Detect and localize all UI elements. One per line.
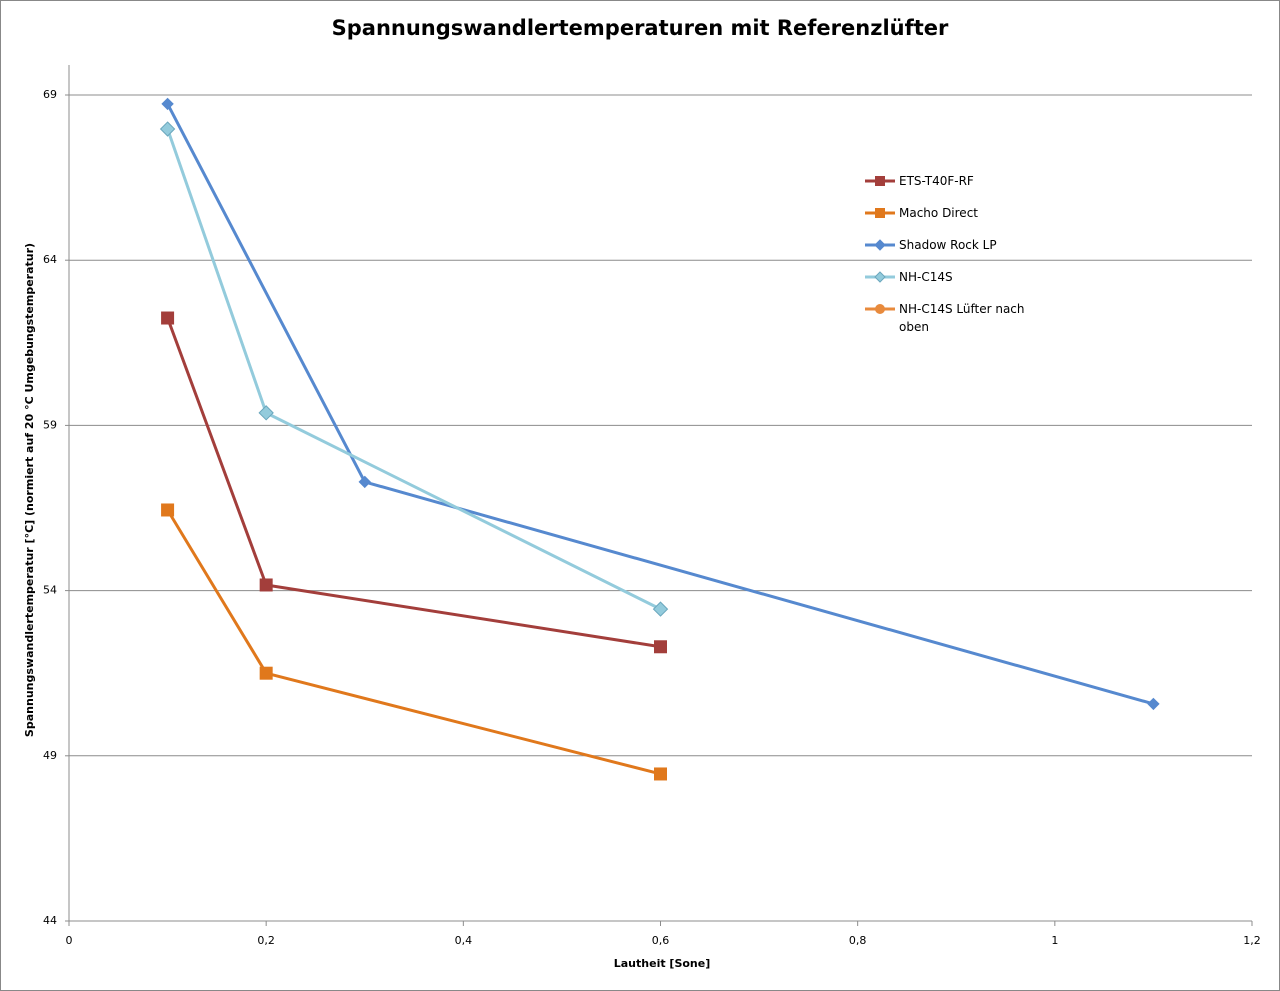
x-tick-label: 1	[1051, 934, 1058, 947]
chart-title: Spannungswandlertemperaturen mit Referen…	[332, 16, 949, 40]
y-tick-label: 69	[43, 88, 57, 101]
marker	[161, 97, 174, 111]
legend-item: ETS-T40F-RF	[864, 172, 1034, 190]
marker	[258, 405, 274, 421]
legend-item: NH-C14S Lüfter nach oben	[864, 300, 1034, 336]
legend-swatch	[865, 176, 895, 186]
marker	[259, 578, 273, 592]
marker	[654, 767, 667, 781]
legend-label: ETS-T40F-RF	[899, 174, 974, 188]
legend-swatch	[865, 271, 895, 283]
legend-marker	[875, 176, 885, 186]
legend-marker	[874, 271, 886, 283]
legend-marker	[874, 239, 886, 251]
x-axis-label: Lautheit [Sone]	[614, 957, 711, 970]
x-tick-label: 1,2	[1243, 934, 1261, 947]
legend-item: NH-C14S	[864, 268, 1034, 286]
y-axis-label: Spannungswandlertemperatur [°C] (normier…	[23, 243, 36, 737]
legend-label: NH-C14S	[899, 270, 953, 284]
legend: ETS-T40F-RF Macho Direct Shadow Rock LP NH-…	[864, 172, 1034, 350]
marker	[259, 666, 273, 680]
y-tick-label: 49	[43, 749, 57, 762]
legend-swatch	[865, 208, 895, 218]
x-tick-label: 0,4	[455, 934, 473, 947]
marker	[161, 503, 175, 517]
marker	[1147, 697, 1160, 711]
x-tick-label: 0,6	[652, 934, 670, 947]
legend-label: NH-C14S Lüfter nach oben	[899, 302, 1025, 334]
marker	[652, 601, 669, 617]
x-tick-label: 0,2	[257, 934, 275, 947]
legend-swatch	[865, 239, 895, 251]
legend-label: Shadow Rock LP	[899, 238, 997, 252]
legend-item: Shadow Rock LP	[864, 236, 1034, 254]
marker	[358, 475, 371, 489]
legend-marker	[875, 304, 885, 314]
x-tick-label: 0,8	[849, 934, 867, 947]
legend-marker	[875, 208, 885, 218]
marker	[159, 121, 176, 137]
marker	[654, 640, 667, 654]
y-tick-label: 64	[43, 253, 57, 266]
y-tick-label: 44	[43, 914, 57, 927]
y-tick-label: 59	[43, 418, 57, 431]
legend-label: Macho Direct	[899, 206, 978, 220]
legend-item: Macho Direct	[864, 204, 1034, 222]
marker	[161, 311, 175, 325]
x-tick-label: 0	[66, 934, 73, 947]
legend-swatch	[865, 304, 895, 314]
y-tick-label: 54	[43, 584, 57, 597]
